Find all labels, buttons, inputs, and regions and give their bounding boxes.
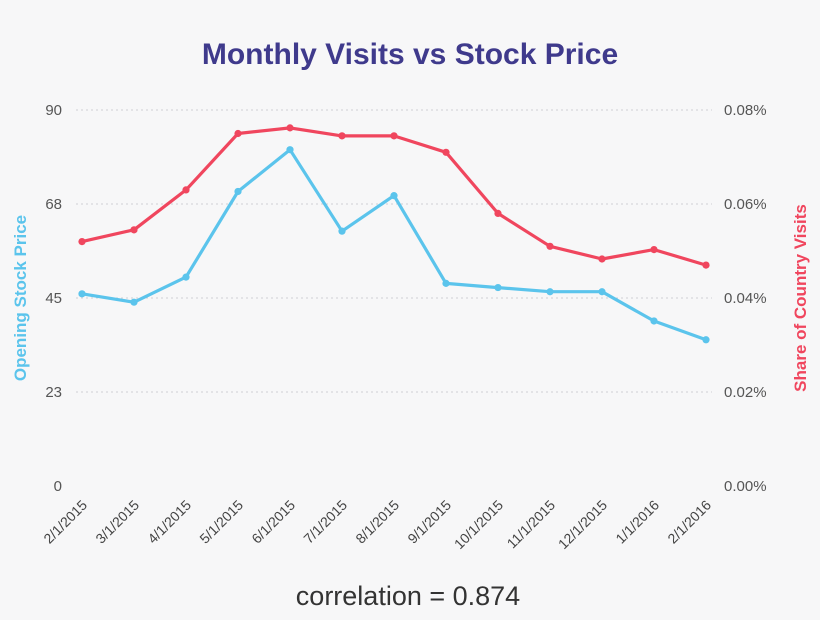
x-tick-label: 12/1/2015: [555, 497, 611, 553]
data-point-left: [702, 336, 710, 344]
right-tick-label: 0.02%: [724, 384, 767, 401]
right-axis-label: Share of Country Visits: [791, 204, 810, 392]
data-point-right: [442, 148, 450, 156]
x-tick-label: 3/1/2015: [92, 497, 142, 547]
x-tick-label: 11/1/2015: [503, 497, 558, 552]
left-tick-label: 0: [54, 478, 62, 495]
left-tick-label: 45: [45, 290, 62, 307]
data-point-left: [130, 298, 138, 306]
data-point-right: [286, 124, 294, 132]
data-point-right: [494, 209, 502, 217]
right-tick-label: 0.00%: [724, 478, 767, 495]
x-tick-label: 5/1/2015: [196, 497, 246, 547]
data-point-right: [546, 242, 554, 250]
series-line-left: [80, 148, 708, 342]
data-point-left: [650, 317, 658, 325]
data-point-left: [338, 227, 346, 235]
x-tick-label: 4/1/2015: [144, 497, 194, 547]
data-point-right: [78, 238, 86, 246]
data-point-right: [702, 261, 710, 269]
data-point-right: [234, 129, 242, 138]
left-axis-label: Opening Stock Price: [11, 215, 30, 381]
left-tick-label: 68: [45, 196, 62, 213]
x-axis-ticks: 2/1/2015 3/1/2015 4/1/2015 5/1/2015 6/1/2015…: [40, 497, 714, 553]
data-point-left: [286, 146, 294, 154]
data-point-left: [78, 290, 86, 298]
left-axis-ticks: 0 23 45 68 90: [45, 102, 62, 495]
x-tick-label: 7/1/2015: [300, 497, 350, 547]
x-tick-label: 1/1/2016: [612, 497, 662, 547]
gridlines: [76, 109, 712, 393]
data-point-right: [598, 255, 606, 263]
x-tick-label: 10/1/2015: [451, 497, 507, 553]
data-point-right: [182, 186, 190, 194]
right-tick-label: 0.04%: [724, 290, 767, 307]
data-point-left: [390, 192, 398, 200]
data-point-right: [390, 132, 398, 140]
left-tick-label: 90: [45, 102, 62, 119]
data-point-right: [650, 245, 658, 254]
data-point-left: [546, 288, 554, 296]
x-tick-label: 9/1/2015: [404, 497, 454, 547]
data-point-left: [182, 273, 190, 281]
left-tick-label: 23: [45, 384, 62, 401]
data-point-right: [130, 226, 138, 234]
correlation-annotation: correlation = 0.874: [296, 581, 520, 611]
x-tick-label: 6/1/2015: [248, 497, 298, 547]
right-tick-label: 0.08%: [724, 102, 767, 119]
x-tick-label: 8/1/2015: [352, 497, 402, 547]
data-point-left: [598, 288, 606, 296]
chart-title: Monthly Visits vs Stock Price: [202, 38, 618, 71]
data-point-right: [338, 132, 346, 140]
right-axis-ticks: 0.00% 0.02% 0.04% 0.06% 0.08%: [724, 102, 767, 495]
x-tick-label: 2/1/2015: [40, 497, 90, 547]
right-tick-label: 0.06%: [724, 196, 767, 213]
data-point-left: [234, 187, 242, 196]
x-tick-label: 2/1/2016: [664, 497, 714, 547]
series-group: [78, 124, 710, 344]
data-point-left: [442, 279, 450, 287]
data-point-left: [494, 283, 502, 292]
